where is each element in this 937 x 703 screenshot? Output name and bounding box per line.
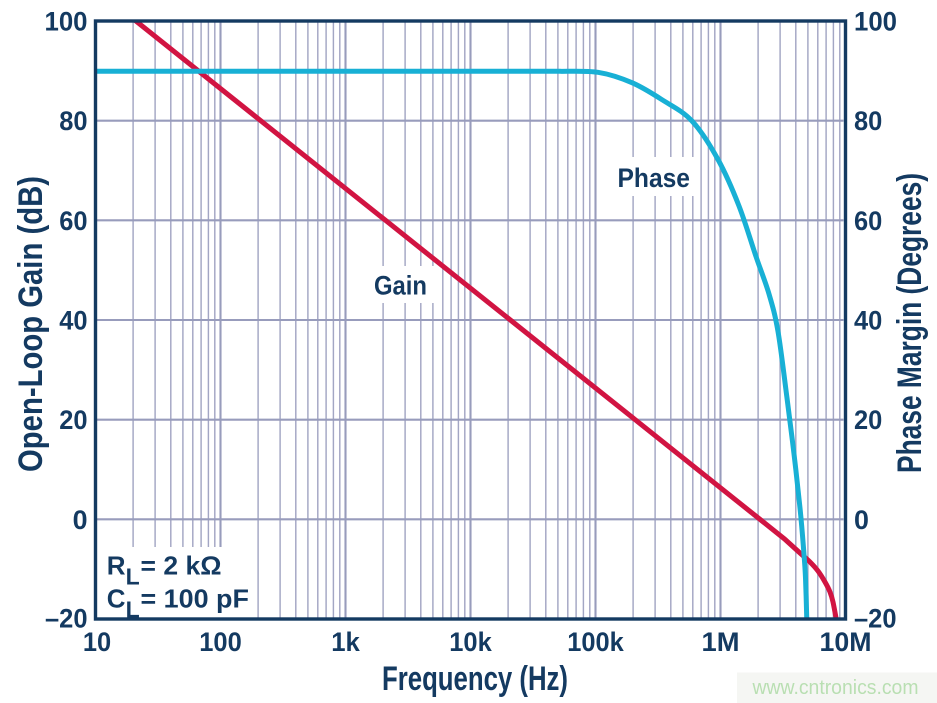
svg-text:Gain: Gain (374, 271, 427, 301)
svg-text:80: 80 (59, 106, 87, 136)
svg-text:60: 60 (854, 206, 882, 236)
svg-text:100k: 100k (567, 627, 624, 657)
svg-text:0: 0 (854, 505, 869, 535)
svg-text:10: 10 (83, 627, 111, 657)
svg-text:Open-Loop Gain (dB): Open-Loop Gain (dB) (12, 176, 50, 472)
svg-text:–20: –20 (45, 604, 88, 634)
svg-text:www.cntronics.com: www.cntronics.com (752, 676, 919, 699)
svg-text:20: 20 (854, 405, 882, 435)
svg-text:0: 0 (73, 505, 88, 535)
svg-text:40: 40 (854, 306, 882, 336)
svg-text:10M: 10M (820, 627, 872, 657)
svg-text:Phase: Phase (618, 163, 691, 193)
svg-text:100: 100 (45, 7, 88, 37)
svg-text:Phase Margin (Degrees): Phase Margin (Degrees) (891, 173, 929, 473)
svg-text:100: 100 (199, 627, 242, 657)
svg-text:80: 80 (854, 106, 882, 136)
svg-text:10k: 10k (449, 627, 492, 657)
svg-text:1k: 1k (331, 627, 360, 657)
svg-text:40: 40 (59, 306, 87, 336)
svg-text:–20: –20 (854, 604, 897, 634)
svg-text:60: 60 (59, 206, 87, 236)
svg-text:1M: 1M (702, 627, 740, 657)
svg-text:100: 100 (854, 7, 897, 37)
svg-text:Frequency (Hz): Frequency (Hz) (382, 660, 568, 698)
svg-text:20: 20 (59, 405, 87, 435)
